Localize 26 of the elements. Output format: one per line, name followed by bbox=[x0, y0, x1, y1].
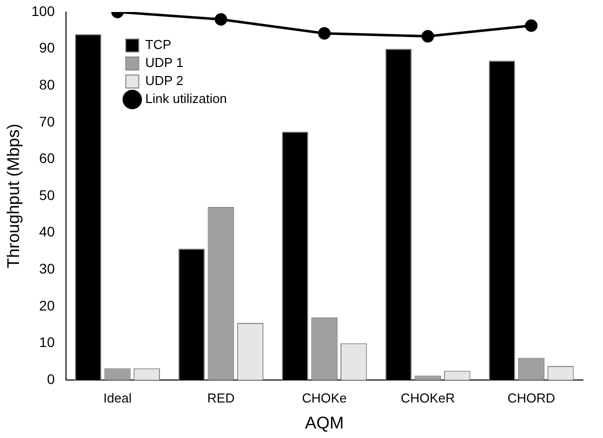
point bbox=[214, 13, 228, 26]
y-tick-label: 50 bbox=[39, 186, 55, 203]
x-tick-label: RED bbox=[207, 390, 235, 406]
y-tick-label: 90 bbox=[39, 40, 55, 56]
y-tick-label: 60 bbox=[39, 150, 55, 166]
legend-label: UDP 1 bbox=[145, 55, 184, 70]
legend-label: UDP 2 bbox=[145, 73, 184, 88]
x-tick-label: CHOKeR bbox=[400, 390, 455, 406]
point bbox=[318, 27, 331, 40]
y-tick-label: 20 bbox=[39, 297, 55, 314]
point bbox=[525, 19, 538, 32]
x-tick-label: Ideal bbox=[103, 390, 132, 406]
x-tick-label: CHORD bbox=[507, 390, 556, 406]
y-axis-title: Throughput (Mbps) bbox=[4, 124, 23, 268]
point bbox=[422, 30, 434, 43]
legend-label: Link utilization bbox=[145, 91, 227, 106]
y-tick-label: 10 bbox=[39, 334, 55, 350]
y-tick-label: 80 bbox=[39, 76, 55, 92]
legend-label: TCP bbox=[145, 37, 172, 52]
y-tick-label: 40 bbox=[39, 224, 55, 240]
x-axis-title: AQM bbox=[305, 413, 344, 432]
y-tick-label: 100 bbox=[31, 2, 55, 19]
y-tick-label: 30 bbox=[39, 260, 55, 276]
x-tick-label: CHOKe bbox=[302, 390, 347, 406]
y-tick-label: 0 bbox=[46, 370, 55, 387]
y-tick-label: 70 bbox=[39, 113, 55, 130]
